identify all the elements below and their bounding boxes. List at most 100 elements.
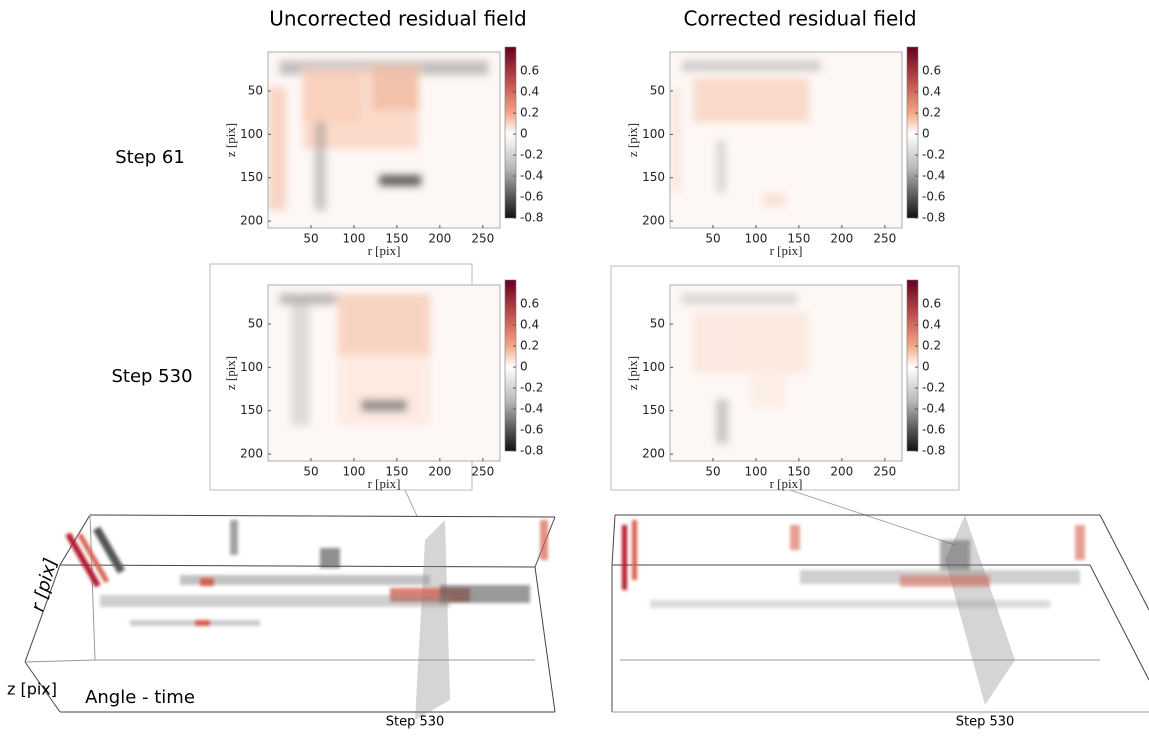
- colorbar-tick-label: -0.6: [520, 190, 543, 204]
- colorbar-tick-label: 0.4: [922, 85, 941, 99]
- residual-blob: [716, 399, 728, 444]
- colorbar-tick-label: -0.4: [922, 402, 945, 416]
- residual-blob: [372, 66, 419, 111]
- panel: 50 100 150 200 250 50 100 150 200 r [pix] z [pix] 0…: [223, 46, 543, 258]
- colorbar-tick-label: 0: [922, 127, 930, 141]
- volume: [611, 514, 1149, 713]
- colorbar-tick-label: -0.8: [520, 444, 543, 458]
- colorbar-tick-label: 0.4: [520, 318, 539, 332]
- axes-frame: [669, 284, 903, 462]
- axis-label: Angle - time: [85, 687, 195, 708]
- residual-blob: [681, 293, 798, 305]
- colorbar-tick-label: -0.4: [520, 402, 543, 416]
- colorbar-tick-label: 0: [520, 127, 528, 141]
- colorbar-tick-label: -0.8: [922, 444, 945, 458]
- x-tick-label: 250: [873, 465, 896, 479]
- row-label: Step 61: [115, 147, 185, 168]
- axes-frame: [669, 51, 903, 229]
- row-label: Step 530: [111, 366, 192, 387]
- colorbar-tick-label: 0: [922, 360, 930, 374]
- zoom-frame: [610, 265, 960, 491]
- y-tick-label: 50: [248, 317, 263, 331]
- residual-blob: [291, 302, 310, 426]
- colorbar: [906, 279, 919, 452]
- x-axis-label: r [pix]: [368, 243, 401, 258]
- axes-frame: [267, 51, 501, 229]
- panel: 50 100 150 200 250 50 100 150 200 r [pix] z [pix] 0…: [625, 279, 945, 491]
- y-tick-label: 100: [240, 127, 263, 141]
- colorbar-tick-label: -0.2: [922, 381, 945, 395]
- colorbar-tick-label: -0.6: [922, 423, 945, 437]
- colorbar-tick-label: 0.6: [520, 64, 539, 78]
- x-tick-label: 50: [303, 465, 318, 479]
- y-tick-label: 200: [642, 447, 665, 461]
- x-tick-label: 50: [303, 232, 318, 246]
- colorbar-tick-label: 0: [520, 360, 528, 374]
- marker-label: Step 530: [386, 715, 445, 730]
- y-tick-label: 100: [642, 360, 665, 374]
- x-tick-label: 200: [830, 465, 853, 479]
- x-tick-label: 250: [471, 465, 494, 479]
- y-tick-label: 100: [642, 127, 665, 141]
- colorbar-tick-label: -0.4: [922, 169, 945, 183]
- y-tick-label: 150: [642, 170, 665, 184]
- heatmap: [670, 60, 821, 207]
- x-tick-label: 100: [744, 232, 767, 246]
- residual-blob: [379, 175, 422, 186]
- y-tick-label: 150: [240, 170, 263, 184]
- x-tick-label: 100: [342, 232, 365, 246]
- y-tick-label: 150: [240, 403, 263, 417]
- colorbar-tick-label: -0.8: [520, 211, 543, 225]
- column-title: Uncorrected residual field: [269, 7, 526, 31]
- colorbar-tick-label: -0.2: [520, 148, 543, 162]
- residual-blob: [337, 293, 431, 356]
- colorbar-tick-label: -0.4: [520, 169, 543, 183]
- colorbar-tick-label: -0.6: [520, 423, 543, 437]
- y-axis-label: z [pix]: [223, 356, 238, 390]
- y-tick-label: 200: [240, 447, 263, 461]
- residual-blob: [693, 78, 810, 123]
- y-axis-label: z [pix]: [625, 123, 640, 157]
- x-axis-label: r [pix]: [770, 243, 803, 258]
- heatmap: [681, 293, 810, 444]
- heatmap: [268, 60, 489, 211]
- residual-blob: [268, 87, 287, 211]
- marker-label: Step 530: [956, 715, 1015, 730]
- residual-blob: [670, 87, 682, 193]
- colorbar-tick-label: 0.2: [520, 339, 539, 353]
- x-tick-label: 250: [471, 232, 494, 246]
- axis-label: z [pix]: [7, 680, 57, 699]
- x-tick-label: 200: [428, 465, 451, 479]
- residual-blob: [337, 355, 431, 426]
- colorbar-tick-label: -0.2: [520, 381, 543, 395]
- x-tick-label: 150: [787, 465, 810, 479]
- y-tick-label: 50: [650, 317, 665, 331]
- colorbar: [504, 279, 517, 452]
- axes-frame: [267, 284, 501, 462]
- x-tick-label: 50: [705, 465, 720, 479]
- colorbar-tick-label: 0.2: [520, 106, 539, 120]
- y-axis-label: z [pix]: [223, 123, 238, 157]
- x-axis-label: r [pix]: [770, 476, 803, 491]
- x-tick-label: 150: [385, 232, 408, 246]
- column-title: Corrected residual field: [683, 7, 916, 31]
- colorbar-tick-label: -0.8: [922, 211, 945, 225]
- colorbar-tick-label: 0.4: [922, 318, 941, 332]
- x-tick-label: 100: [744, 465, 767, 479]
- x-tick-label: 150: [385, 465, 408, 479]
- x-tick-label: 100: [342, 465, 365, 479]
- residual-blob: [314, 122, 326, 211]
- x-tick-label: 200: [428, 232, 451, 246]
- colorbar-tick-label: 0.6: [520, 297, 539, 311]
- colorbar-tick-label: 0.6: [922, 64, 941, 78]
- residual-blob: [716, 140, 726, 193]
- y-tick-label: 200: [642, 214, 665, 228]
- y-tick-label: 100: [240, 360, 263, 374]
- x-axis-label: r [pix]: [368, 476, 401, 491]
- colorbar-tick-label: 0.2: [922, 106, 941, 120]
- colorbar: [504, 46, 517, 219]
- colorbar-tick-label: 0.4: [520, 85, 539, 99]
- y-tick-label: 50: [248, 84, 263, 98]
- zoom-line: [789, 489, 956, 546]
